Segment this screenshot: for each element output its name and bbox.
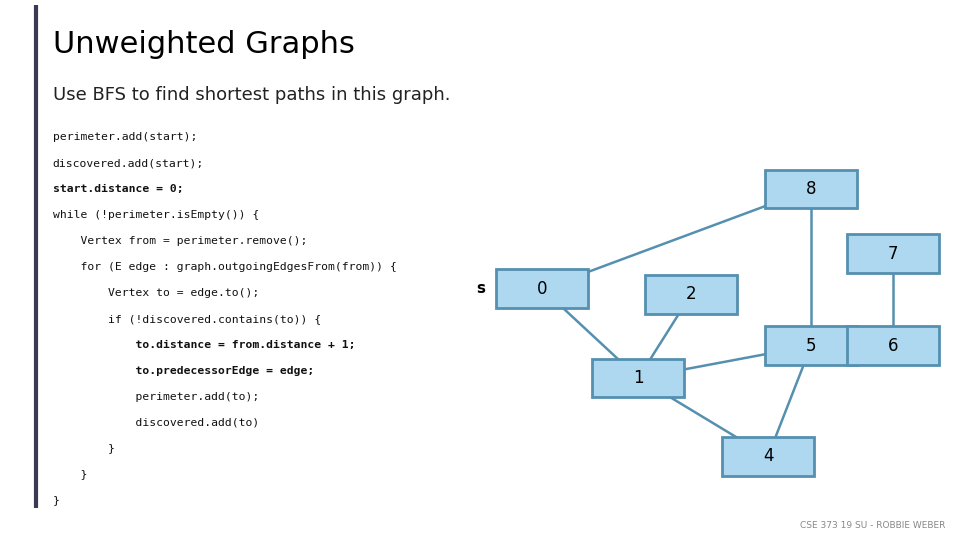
Text: 7: 7 [888,245,898,263]
FancyBboxPatch shape [765,170,857,208]
Text: 5: 5 [806,336,816,355]
Text: }: } [53,443,114,454]
Text: to.predecessorEdge = edge;: to.predecessorEdge = edge; [53,366,314,376]
Text: 8: 8 [806,180,816,198]
Text: 6: 6 [888,336,898,355]
Text: 2: 2 [685,285,697,303]
Text: perimeter.add(start);: perimeter.add(start); [53,132,197,143]
FancyBboxPatch shape [592,359,684,397]
Text: Unweighted Graphs: Unweighted Graphs [53,30,354,59]
Text: start.distance = 0;: start.distance = 0; [53,184,183,194]
Text: for (E edge : graph.outgoingEdgesFrom(from)) {: for (E edge : graph.outgoingEdgesFrom(fr… [53,262,396,272]
Text: discovered.add(start);: discovered.add(start); [53,158,204,168]
Text: while (!perimeter.isEmpty()) {: while (!perimeter.isEmpty()) { [53,210,259,220]
FancyBboxPatch shape [722,437,814,476]
FancyBboxPatch shape [645,275,737,314]
Text: }: } [53,495,60,505]
FancyBboxPatch shape [847,234,939,273]
Text: 4: 4 [763,447,773,465]
Text: 0: 0 [538,280,547,298]
Text: to.distance = from.distance + 1;: to.distance = from.distance + 1; [53,340,355,350]
Text: perimeter.add(to);: perimeter.add(to); [53,392,259,402]
FancyBboxPatch shape [765,326,857,365]
FancyBboxPatch shape [496,269,588,308]
FancyBboxPatch shape [847,326,939,365]
Text: }: } [53,469,87,480]
Text: if (!discovered.contains(to)) {: if (!discovered.contains(to)) { [53,314,321,324]
Text: s: s [476,281,485,296]
Text: discovered.add(to): discovered.add(to) [53,417,259,428]
Text: Use BFS to find shortest paths in this graph.: Use BFS to find shortest paths in this g… [53,86,450,104]
Text: Vertex from = perimeter.remove();: Vertex from = perimeter.remove(); [53,236,307,246]
Text: 1: 1 [633,369,644,387]
Text: CSE 373 19 SU - ROBBIE WEBER: CSE 373 19 SU - ROBBIE WEBER [801,521,946,530]
Text: Vertex to = edge.to();: Vertex to = edge.to(); [53,288,259,298]
